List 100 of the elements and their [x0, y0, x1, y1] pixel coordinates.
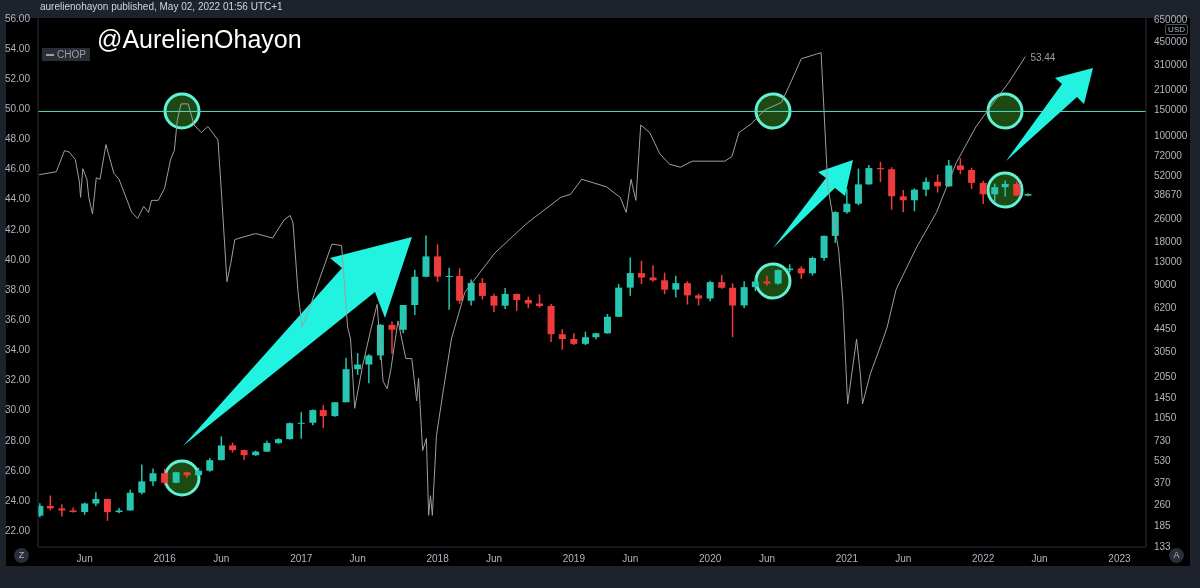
x-tick-label: Jun [895, 553, 912, 565]
y-tick-label: 26.00 [4, 464, 31, 476]
x-tick-label: Jun [76, 553, 93, 565]
y2-tick-label: 150000 [1154, 104, 1188, 116]
y2-tick-label: 38670 [1154, 188, 1183, 200]
y-tick-label: 40.00 [4, 253, 31, 265]
x-tick-label: Jun [622, 553, 639, 565]
candlestick [422, 234, 430, 279]
candlestick [706, 279, 714, 303]
candlestick [69, 506, 77, 514]
candlestick [603, 313, 611, 335]
candlestick [820, 234, 828, 262]
x-tick-label: 2021 [835, 553, 859, 565]
candlestick [740, 280, 748, 309]
y2-tick-label: 370 [1154, 477, 1172, 489]
y-tick-label: 50.00 [4, 102, 31, 114]
y2-tick-label: 530 [1154, 454, 1172, 466]
data-label: 53.44 [1030, 51, 1056, 63]
candlestick [58, 503, 66, 518]
text: Z [14, 548, 29, 563]
candlestick [763, 274, 771, 287]
candlestick [478, 277, 486, 301]
candlestick [434, 243, 442, 283]
candlestick [854, 167, 862, 206]
y-tick-label: 24.00 [4, 494, 31, 506]
y2-tick-label: 2050 [1154, 370, 1177, 382]
text: A [1169, 548, 1184, 563]
candlestick [501, 287, 509, 310]
candlestick [138, 463, 146, 495]
candlestick [672, 274, 680, 299]
y2-tick-label: 6200 [1154, 302, 1177, 314]
y2-tick-label: 9000 [1154, 279, 1177, 291]
candlestick [661, 271, 669, 295]
candlestick [626, 256, 634, 297]
y-tick-label: 34.00 [4, 344, 31, 356]
x-tick-label: Jun [1031, 553, 1048, 565]
y2-tick-label: 100000 [1154, 129, 1188, 141]
candlestick [843, 188, 851, 215]
line-series [38, 52, 1026, 516]
x-tick-label: 2023 [1108, 553, 1132, 565]
y2-tick-label: 650000 [1154, 13, 1188, 25]
candlestick [388, 320, 396, 355]
candlestick [979, 180, 987, 205]
candlestick [467, 278, 475, 307]
y2-tick-label: 52000 [1154, 170, 1183, 182]
x-tick-label: 2019 [562, 553, 586, 565]
chart-title: @AurelienOhayon [97, 25, 302, 54]
y2-tick-label: 1450 [1154, 392, 1177, 404]
text: aurelienohayon published, May 02, 2022 01:56 UTC+1 [40, 1, 283, 12]
candlestick [809, 255, 816, 277]
candlestick [365, 353, 373, 385]
y2-tick-label: 210000 [1154, 83, 1188, 95]
candlestick [865, 164, 873, 186]
y-tick-label: 32.00 [4, 374, 31, 386]
y2-tick-label: 260 [1154, 499, 1172, 511]
y-tick-label: 42.00 [4, 223, 31, 235]
candlestick [729, 282, 737, 338]
y2-tick-label: 18000 [1154, 236, 1183, 248]
candlestick [922, 176, 930, 198]
candlestick [490, 293, 498, 313]
y2-tick-label: 13000 [1154, 256, 1183, 268]
y2-tick-label: 185 [1154, 520, 1172, 532]
y-tick-label: 22.00 [4, 524, 31, 536]
y2-tick-label: 133 [1154, 540, 1172, 552]
y-tick-label: 30.00 [4, 404, 31, 416]
x-tick-label: 2022 [972, 553, 995, 565]
candlestick [445, 266, 453, 311]
candlestick [649, 264, 657, 283]
y2-tick-label: 450000 [1154, 36, 1188, 48]
candlestick [637, 260, 645, 285]
candlestick [558, 328, 566, 351]
legend-label: CHOP [42, 48, 90, 61]
x-tick-label: 2016 [153, 553, 177, 565]
y2-tick-label: 310000 [1154, 59, 1188, 71]
candlestick [910, 187, 918, 213]
y-tick-label: 48.00 [4, 133, 31, 145]
y2-tick-label: 730 [1154, 434, 1172, 446]
y-tick-label: 38.00 [4, 283, 31, 295]
candlestick [968, 166, 976, 190]
y-tick-label: 28.00 [4, 434, 31, 446]
x-tick-label: Jun [758, 553, 776, 565]
x-tick-label: 2017 [290, 553, 313, 565]
x-tick-label: 2020 [699, 553, 722, 565]
y2-tick-label: 26000 [1154, 213, 1183, 225]
y2-axis-title: USD [1165, 24, 1188, 35]
x-tick-label: Jun [349, 553, 366, 565]
y2-tick-label: 1050 [1154, 412, 1177, 424]
y-tick-label: 56.00 [4, 12, 31, 24]
y-tick-label: 54.00 [4, 42, 31, 54]
y-tick-label: 52.00 [4, 72, 31, 84]
x-tick-label: Jun [213, 553, 230, 565]
candlestick [899, 189, 907, 214]
candlestick [319, 404, 327, 429]
y-tick-label: 46.00 [4, 163, 31, 175]
candlestick [297, 411, 305, 440]
y2-tick-label: 72000 [1154, 150, 1183, 162]
x-tick-label: Jun [485, 553, 503, 565]
y-tick-label: 44.00 [4, 193, 31, 205]
candlestick [683, 280, 691, 306]
x-tick-label: 2018 [426, 553, 450, 565]
